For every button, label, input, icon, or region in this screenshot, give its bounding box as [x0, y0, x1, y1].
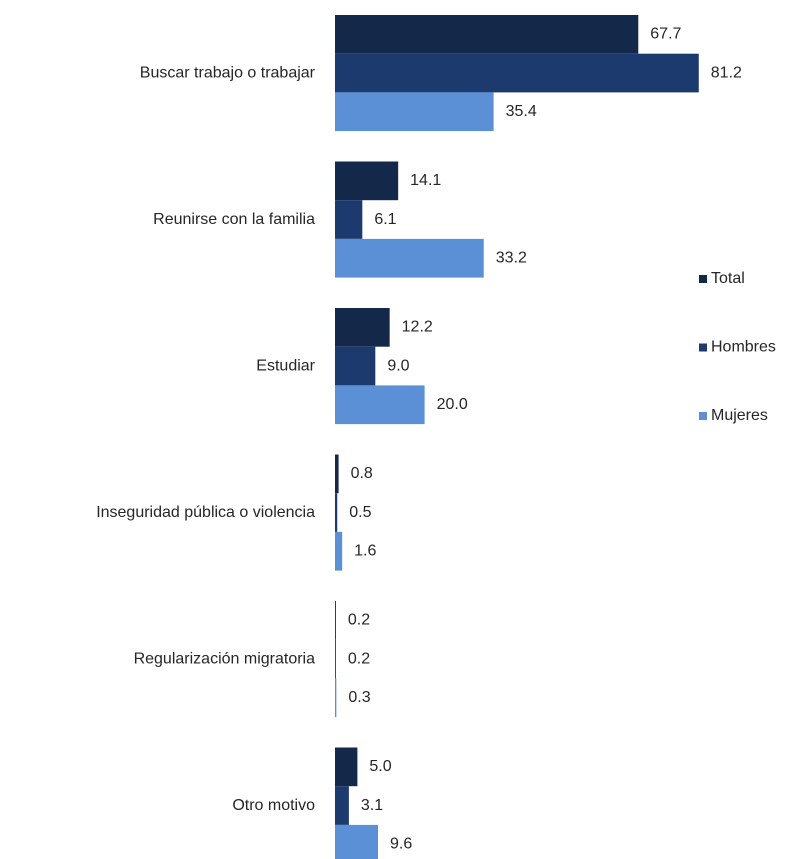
bar: [335, 200, 363, 239]
legend-swatch: [699, 343, 707, 352]
value-label: 5.0: [369, 758, 391, 775]
legend-swatch: [699, 412, 707, 420]
value-label: 3.1: [361, 797, 383, 814]
value-label: 1.6: [354, 542, 376, 559]
bar: [335, 786, 349, 825]
value-label: 9.0: [387, 357, 409, 374]
legend-label: Mujeres: [711, 407, 768, 424]
bar: [335, 53, 699, 93]
category-label: Regularización migratoria: [134, 650, 316, 667]
bar: [335, 15, 639, 54]
bar: [335, 454, 339, 494]
value-label: 67.7: [650, 26, 681, 43]
bar: [335, 161, 399, 201]
bar: [335, 824, 379, 859]
value-label: 9.6: [390, 835, 412, 852]
bar: [335, 308, 390, 347]
value-label: 14.1: [410, 172, 441, 189]
category-label: Inseguridad pública o violencia: [96, 504, 315, 521]
value-label: 20.0: [437, 396, 468, 413]
value-label: 0.2: [348, 650, 370, 667]
value-label: 12.2: [402, 319, 433, 336]
value-label: 0.3: [348, 689, 370, 706]
bar: [335, 346, 376, 386]
value-label: 81.2: [711, 64, 742, 81]
value-label: 0.8: [351, 465, 373, 482]
value-label: 0.5: [349, 504, 371, 521]
category-label: Otro motivo: [232, 797, 315, 814]
category-label: Reunirse con la familia: [153, 211, 315, 228]
bar: [335, 385, 425, 425]
bar: [335, 92, 494, 132]
bar: [335, 493, 338, 532]
value-label: 33.2: [496, 249, 527, 266]
bar: [335, 601, 336, 640]
bar: [335, 531, 343, 571]
value-label: 0.2: [348, 612, 370, 629]
value-label: 35.4: [506, 103, 537, 120]
bar: [335, 238, 484, 278]
category-label: Estudiar: [256, 357, 315, 374]
legend-label: Total: [711, 270, 745, 287]
legend-label: Hombres: [711, 339, 776, 356]
category-label: Buscar trabajo o trabajar: [140, 64, 316, 81]
bar: [335, 747, 358, 787]
legend-swatch: [699, 275, 707, 283]
value-label: 6.1: [374, 211, 396, 228]
bar: [335, 639, 336, 679]
bar: [335, 678, 337, 718]
